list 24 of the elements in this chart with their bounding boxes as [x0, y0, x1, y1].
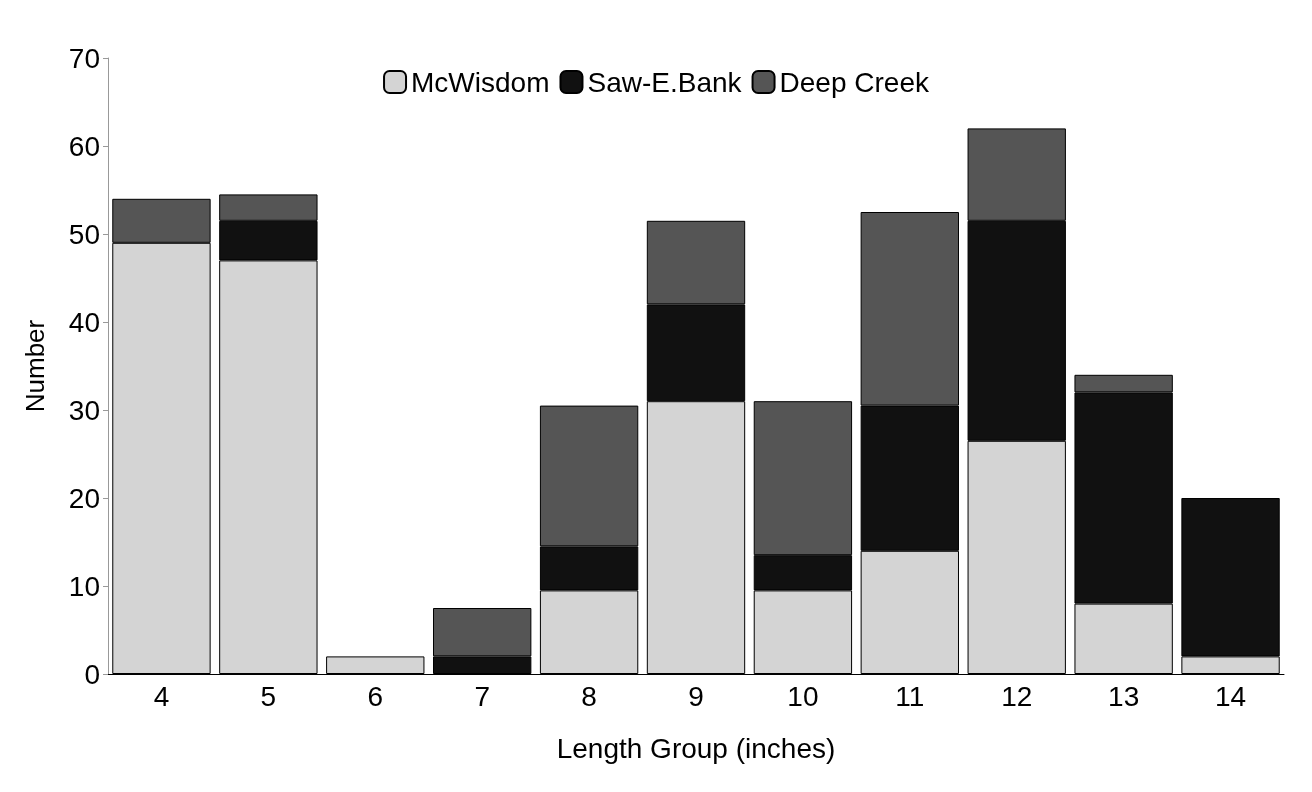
- y-axis-title: Number: [20, 319, 50, 413]
- x-tick-label: 4: [153, 680, 170, 712]
- y-tick-label: 70: [68, 42, 100, 74]
- x-tick-label: 12: [1001, 680, 1033, 712]
- x-tick-label: 5: [260, 680, 277, 712]
- y-tick-label: 40: [68, 306, 100, 338]
- legend-label: McWisdom: [411, 66, 550, 98]
- y-tick-label: 20: [68, 482, 100, 514]
- x-tick-label: 7: [474, 680, 490, 712]
- y-tick-label: 10: [68, 570, 100, 602]
- y-tick-label: 60: [68, 130, 100, 162]
- x-tick-label: 11: [895, 680, 925, 712]
- y-tick-label: 0: [84, 658, 100, 690]
- y-tick-label: 50: [68, 218, 100, 250]
- x-axis-title: Length Group (inches): [556, 732, 836, 764]
- x-tick-label: 13: [1108, 680, 1140, 712]
- y-tick-label: 30: [68, 394, 100, 426]
- x-tick-label: 9: [688, 680, 704, 712]
- legend-label: Deep Creek: [779, 66, 930, 98]
- x-tick-label: 14: [1214, 680, 1247, 712]
- x-tick-label: 6: [367, 680, 384, 712]
- x-tick-label: 8: [581, 680, 597, 712]
- legend-label: Saw-E.Bank: [587, 66, 743, 98]
- x-tick-label: 10: [787, 680, 819, 712]
